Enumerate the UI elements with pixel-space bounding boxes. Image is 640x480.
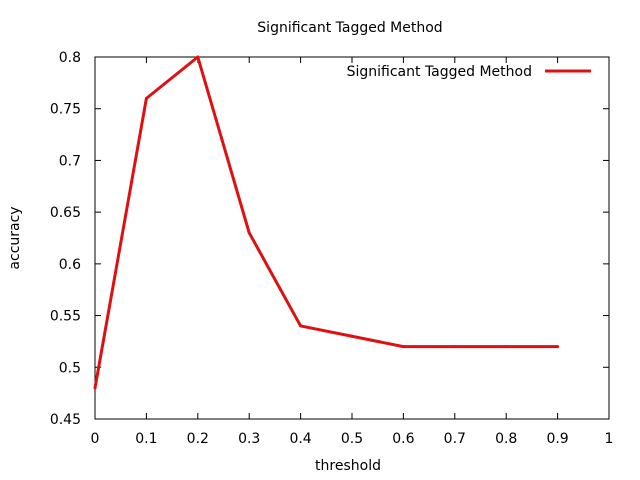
data-point	[401, 345, 405, 349]
y-axis-ticks: 0.45 0.5 0.55 0.6 0.65 0.7 0.75 0.8	[50, 50, 609, 428]
y-tick-label: 0.65	[50, 205, 81, 221]
plot-frame	[94, 56, 610, 420]
y-tick-label: 0.6	[59, 257, 81, 273]
data-point	[93, 386, 97, 390]
y-axis-title: accuracy	[7, 206, 23, 269]
data-point	[144, 96, 148, 100]
data-point	[556, 345, 560, 349]
y-tick-label: 0.45	[50, 412, 81, 428]
data-point	[350, 334, 354, 338]
x-tick-label: 0	[91, 431, 100, 447]
series-group	[93, 55, 560, 390]
x-tick-label: 1	[605, 431, 614, 447]
x-tick-label: 0.6	[392, 431, 414, 447]
y-tick-label: 0.7	[59, 153, 81, 169]
x-axis-ticks: 0 0.1 0.2 0.3 0.4 0.5 0.6 0.7 0.8 0.9 1	[91, 57, 614, 447]
x-tick-label: 0.8	[495, 431, 517, 447]
x-tick-label: 0.4	[289, 431, 311, 447]
legend-label: Significant Tagged Method	[347, 64, 532, 80]
data-point	[453, 345, 457, 349]
x-tick-label: 0.2	[187, 431, 209, 447]
data-point	[504, 345, 508, 349]
x-tick-label: 0.3	[238, 431, 260, 447]
x-tick-label: 0.5	[341, 431, 363, 447]
y-tick-label: 0.75	[50, 102, 81, 118]
chart-title: Significant Tagged Method	[257, 20, 442, 36]
x-tick-label: 0.1	[135, 431, 157, 447]
series-line-0	[93, 55, 558, 389]
y-tick-label: 0.8	[59, 50, 81, 66]
data-point	[299, 324, 303, 328]
x-axis-title: threshold	[315, 458, 381, 474]
x-tick-label: 0.7	[444, 431, 466, 447]
y-tick-label: 0.55	[50, 309, 81, 325]
x-tick-label: 0.9	[546, 431, 568, 447]
y-tick-label: 0.5	[59, 360, 81, 376]
legend: Significant Tagged Method	[347, 64, 591, 80]
data-point	[196, 55, 200, 59]
data-point	[247, 231, 251, 235]
